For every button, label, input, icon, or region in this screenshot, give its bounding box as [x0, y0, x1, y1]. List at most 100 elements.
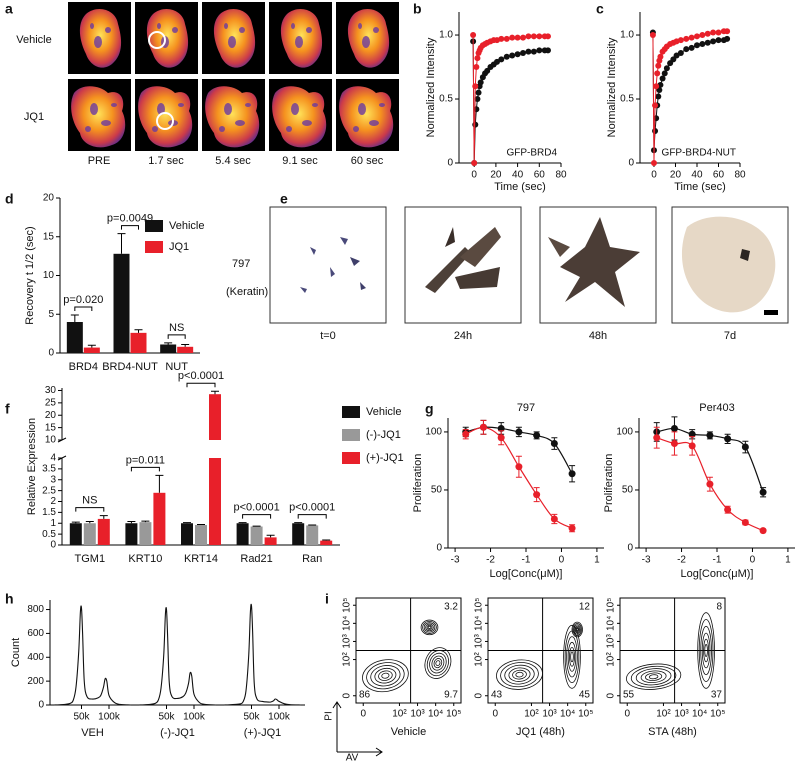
y-tick-label: 10⁵ — [606, 598, 617, 613]
quadrant-value: 9.7 — [444, 690, 458, 701]
micrograph — [202, 79, 265, 151]
column-label: 1.7 sec — [148, 155, 184, 167]
nucleolus — [373, 27, 379, 33]
x-tick-label: BRD4 — [69, 361, 98, 373]
data-point — [472, 121, 479, 128]
micrograph — [135, 2, 198, 74]
data-point — [503, 53, 510, 60]
x-tick-label: -3 — [642, 555, 651, 566]
y-tick-label: 4 — [50, 453, 56, 464]
time-label: 7d — [724, 330, 736, 342]
y-tick-label: 0 — [38, 700, 44, 711]
data-point — [693, 33, 700, 40]
data-point — [536, 33, 543, 40]
bleach-roi — [156, 112, 174, 130]
y-tick-label: 10⁴ — [606, 616, 617, 631]
data-point — [530, 33, 537, 40]
nucleolus — [178, 103, 184, 107]
micrograph — [404, 206, 522, 324]
data-point — [550, 515, 558, 523]
data-point — [683, 46, 690, 53]
nucleus — [272, 86, 327, 148]
significance-bracket — [167, 334, 186, 339]
x-tick-label: 1 — [594, 555, 600, 566]
cell — [360, 282, 366, 290]
micrograph — [269, 2, 332, 74]
contour-line — [563, 624, 581, 689]
time-label: 48h — [589, 330, 607, 342]
y-tick-label: 50 — [431, 485, 443, 496]
nucleolus — [228, 36, 236, 48]
significance-bracket — [130, 466, 160, 472]
bar — [125, 523, 138, 545]
x-tick-label: 0 — [492, 709, 498, 720]
panel-letter: a — [5, 1, 13, 17]
bar — [83, 347, 100, 353]
contour-line — [576, 627, 579, 632]
y-axis-label: Normalized Intensity — [606, 37, 618, 137]
micrograph — [671, 206, 789, 324]
cell — [340, 237, 348, 245]
contour-line — [515, 671, 524, 678]
y-tick-label: 20 — [45, 410, 57, 421]
contour-line — [366, 662, 405, 690]
significance-label: p<0.0001 — [178, 370, 224, 382]
bar — [306, 525, 319, 545]
data-point — [704, 30, 711, 37]
contour-line — [426, 624, 433, 631]
contour-line — [378, 670, 393, 681]
bar — [153, 492, 166, 545]
data-point — [520, 49, 527, 56]
contour-line — [381, 672, 390, 679]
nucleolus — [235, 120, 245, 126]
x-tick-label: 50k — [243, 712, 260, 723]
x-tick-label: 0 — [750, 555, 756, 566]
data-point — [474, 55, 481, 62]
data-point — [649, 32, 656, 39]
y-tick-label: 0 — [436, 543, 442, 554]
histogram-line — [53, 605, 132, 706]
data-point — [473, 64, 480, 71]
data-point — [477, 79, 484, 86]
x-tick-label: 60 — [713, 170, 725, 181]
data-point — [514, 51, 521, 58]
series-line — [472, 41, 548, 164]
contour-line — [422, 620, 437, 634]
x-tick-label: 10³ — [410, 709, 425, 720]
x-tick-label: 100k — [98, 712, 121, 723]
cell — [560, 217, 640, 307]
chart-title: Per403 — [699, 402, 734, 414]
data-point — [683, 35, 690, 42]
bar — [97, 518, 110, 545]
data-point — [677, 49, 684, 56]
bar — [236, 523, 249, 545]
data-point — [699, 32, 706, 39]
legend-swatch — [145, 241, 163, 253]
data-point — [688, 44, 695, 51]
cell — [548, 237, 570, 257]
significance-label: p=0.020 — [63, 294, 103, 306]
data-point — [688, 430, 696, 438]
legend-swatch — [342, 429, 360, 441]
x-tick-label: 40 — [512, 170, 524, 181]
row-label: Vehicle — [16, 34, 51, 46]
data-point — [724, 506, 732, 514]
error-bar — [134, 329, 143, 333]
data-point — [515, 463, 523, 471]
data-point — [710, 38, 717, 45]
bar — [320, 540, 333, 545]
y-tick-label: 100 — [425, 427, 442, 438]
error-bar — [164, 342, 173, 345]
contour-line — [625, 663, 682, 690]
x-tick-label: 100k — [268, 712, 291, 723]
x-tick-label: 10³ — [674, 709, 689, 720]
x-tick-label: NUT — [165, 361, 188, 373]
y-tick-label: 2 — [50, 496, 56, 507]
x-tick-label: 60 — [534, 170, 546, 181]
nucleolus — [224, 23, 228, 29]
error-bar — [127, 521, 136, 524]
legend-swatch — [145, 220, 163, 232]
micrograph — [539, 206, 657, 324]
significance-label: NS — [169, 322, 184, 334]
bar — [160, 344, 177, 353]
